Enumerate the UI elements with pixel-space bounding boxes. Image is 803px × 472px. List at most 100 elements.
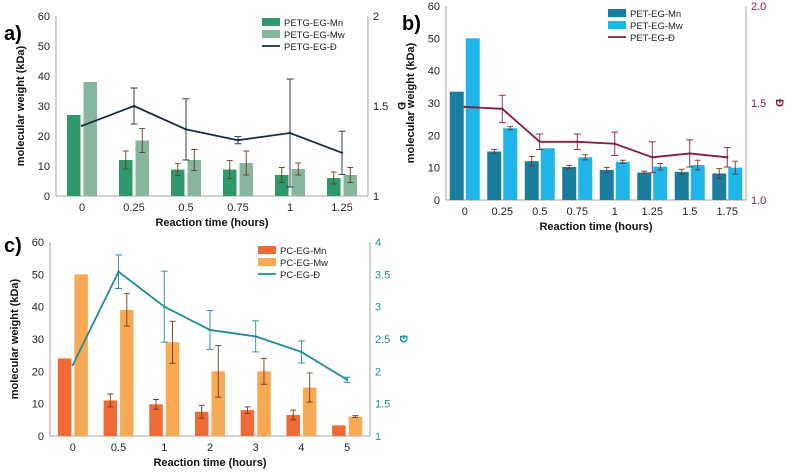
bar-PC-EG-Mn (57, 358, 72, 436)
y-tick-label: 50 (32, 269, 44, 281)
y-tick-label: 10 (38, 161, 50, 173)
legend-label: PC-EG-Đ (280, 270, 320, 281)
x-tick-label: 1.25 (331, 202, 352, 214)
y-tick-label: 10 (428, 163, 440, 175)
bar-PETG-EG-Mw (187, 160, 201, 196)
y-tick-label: 30 (428, 98, 440, 110)
bar-PET-EG-Mn (599, 169, 614, 200)
bar-PETG-EG-Mn (119, 160, 133, 196)
x-tick-label: 0.25 (123, 202, 144, 214)
y-tick-label: 0 (38, 431, 44, 443)
x-axis-title: Reaction time (hours) (153, 457, 266, 469)
legend-swatch (262, 30, 280, 38)
x-tick-label: 0.5 (532, 206, 547, 218)
legend-label: PC-EG-Mn (280, 246, 326, 257)
x-tick-label: 0 (462, 206, 468, 218)
x-axis-title: Reaction time (hours) (539, 221, 652, 233)
y-axis-title: molecular weight (kDa) (9, 278, 21, 399)
bar-PC-EG-Mw (211, 371, 225, 436)
bar-PET-EG-Mw (728, 167, 743, 200)
y-tick-label: 0 (44, 191, 50, 203)
y2-axis-title: Đ (773, 99, 785, 107)
legend-swatch (258, 258, 276, 266)
y2-tick-label: 3 (375, 302, 381, 314)
y2-tick-label: 4 (375, 237, 381, 249)
bar-PC-EG-Mw (302, 387, 317, 436)
line-point (71, 363, 75, 367)
line-point (80, 124, 84, 128)
bar-PET-EG-Mn (487, 151, 502, 200)
x-tick-label: 0.25 (492, 206, 513, 218)
x-tick-label: 1 (612, 206, 618, 218)
x-tick-label: 1 (161, 442, 167, 454)
y-tick-label: 20 (32, 366, 44, 378)
bar-PET-EG-Mn (637, 172, 652, 200)
bar-PET-EG-Mw (540, 148, 555, 200)
y-tick-label: 60 (428, 1, 440, 13)
legend-label: PETG-EG-Mn (284, 18, 343, 29)
y-tick-label: 30 (38, 101, 50, 113)
bar-PC-EG-Mn (149, 404, 163, 436)
y2-tick-label: 2 (375, 366, 381, 378)
bar-PET-EG-Mn (712, 173, 727, 200)
y-tick-label: 60 (32, 237, 44, 249)
bar-PETG-EG-Mw (343, 175, 357, 196)
bar-PETG-EG-Mn (171, 169, 185, 196)
bar-PET-EG-Mw (503, 128, 518, 200)
bar-PET-EG-Mn (674, 171, 689, 200)
bar-PC-EG-Mw (348, 416, 363, 436)
bar-PETG-EG-Mw (291, 169, 305, 196)
bar-PET-EG-Mn (524, 161, 539, 200)
x-tick-label: 1.75 (717, 206, 738, 218)
line-point (463, 105, 466, 109)
bar-PET-EG-Mw (690, 165, 705, 200)
y2-tick-label: 2.0 (751, 1, 766, 13)
x-tick-label: 0.5 (178, 202, 193, 214)
legend-label: PET-EG-Mw (630, 21, 683, 32)
y2-tick-label: 1.5 (751, 98, 766, 110)
legend-label: PETG-EG-Mw (284, 30, 345, 41)
legend-swatch (262, 18, 280, 26)
legend-label: PET-EG-Đ (630, 33, 675, 44)
y-tick-label: 50 (428, 33, 440, 45)
bar-PET-EG-Mw (653, 166, 668, 200)
bar-PC-EG-Mw (120, 309, 134, 436)
panel-label: b) (402, 13, 421, 35)
bar-PETG-EG-Mw (239, 163, 253, 196)
legend-label: PETG-EG-Đ (284, 42, 337, 53)
legend-label: PC-EG-Mw (280, 258, 328, 269)
y2-tick-label: 3.5 (375, 269, 390, 281)
x-axis-title: Reaction time (hours) (155, 217, 268, 229)
y2-tick-label: 1 (373, 191, 379, 203)
x-tick-label: 5 (344, 442, 350, 454)
bar-PETG-EG-Mn (223, 169, 237, 196)
legend-label: PET-EG-Mn (630, 9, 681, 20)
bar-PET-EG-Mw (578, 157, 593, 200)
line-PETG-EG-Đ (81, 105, 343, 154)
y2-tick-label: 1.0 (751, 195, 766, 207)
y-tick-label: 40 (38, 71, 50, 83)
bar-PC-EG-Mn (286, 414, 300, 436)
bar-PC-EG-Mw (165, 342, 180, 436)
bar-PETG-EG-Mn (275, 175, 289, 196)
y-tick-label: 20 (38, 131, 50, 143)
y-tick-label: 10 (32, 399, 44, 411)
legend-swatch (258, 246, 276, 254)
x-tick-label: 0.75 (227, 202, 248, 214)
panel-label: c) (4, 235, 22, 257)
x-tick-label: 0.5 (111, 442, 126, 454)
y2-axis-title: Đ (397, 335, 409, 343)
x-tick-label: 2 (207, 442, 213, 454)
bar-PC-EG-Mw (74, 274, 88, 436)
bar-PETG-EG-Mw (83, 82, 97, 196)
y-tick-label: 40 (32, 302, 44, 314)
y2-tick-label: 1.5 (373, 101, 388, 113)
y-tick-label: 30 (32, 334, 44, 346)
bar-PET-EG-Mw (465, 38, 480, 201)
chart-panel-b: b) 0 10 20 30 40 50 60 1.0 1.5 2.0 0 0.25 0.5 0.75 1 1.2… (402, 1, 785, 233)
bar-PC-EG-Mn (332, 425, 346, 436)
y-axis-title: molecular weight (kDa) (405, 42, 417, 163)
